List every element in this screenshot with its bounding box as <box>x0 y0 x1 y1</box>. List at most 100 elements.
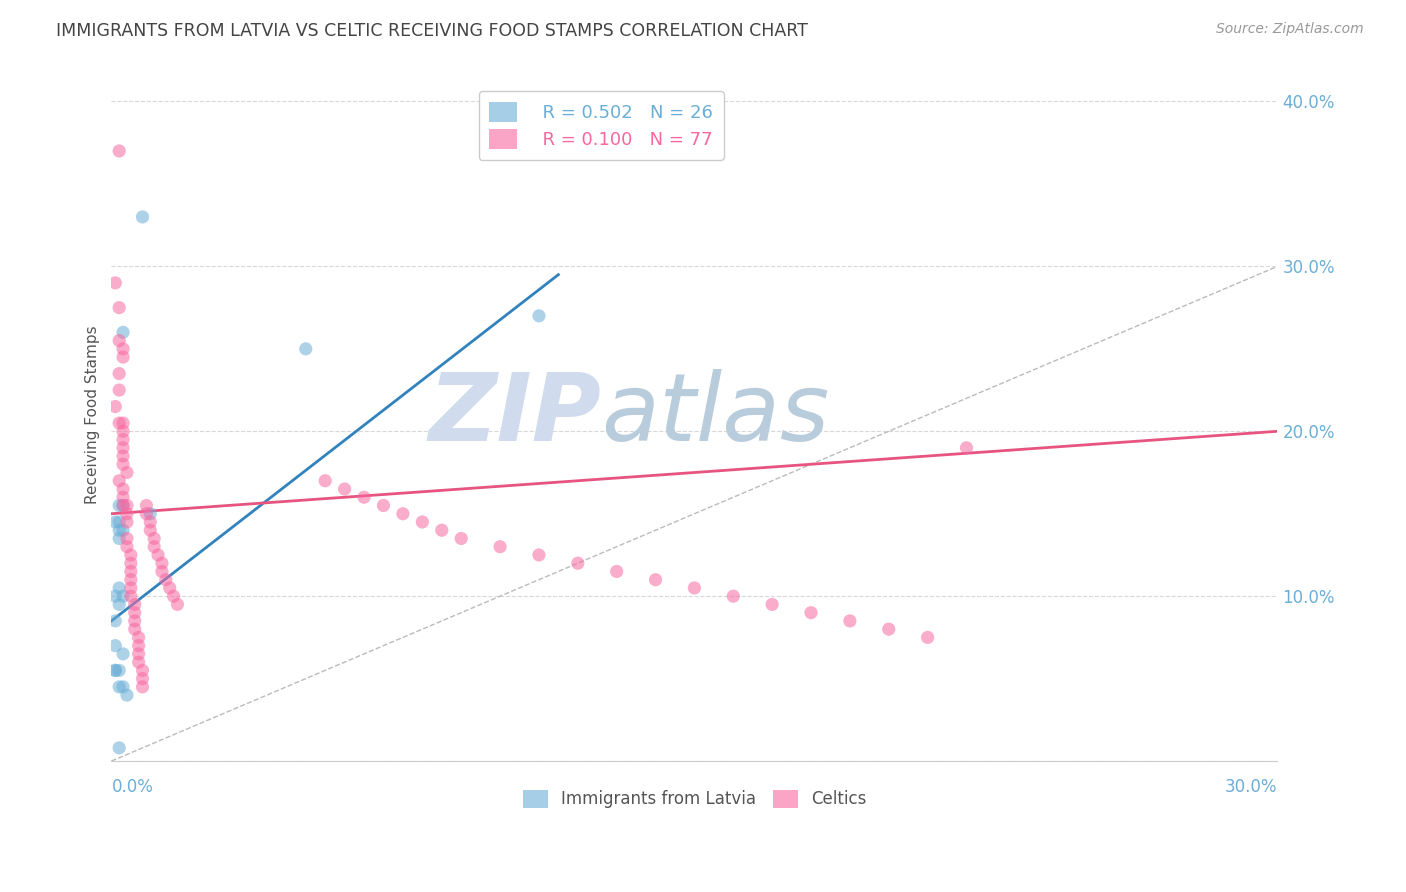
Point <box>128 631 150 645</box>
Point <box>115 688 138 702</box>
Point <box>108 367 131 381</box>
Point <box>683 581 706 595</box>
Point <box>115 507 138 521</box>
Point <box>761 598 783 612</box>
Point <box>917 631 939 645</box>
Legend: Immigrants from Latvia, Celtics: Immigrants from Latvia, Celtics <box>516 783 873 815</box>
Y-axis label: Receiving Food Stamps: Receiving Food Stamps <box>86 326 100 504</box>
Point <box>108 383 131 397</box>
Point <box>606 565 628 579</box>
Point <box>120 548 142 562</box>
Point <box>527 548 550 562</box>
Point <box>124 606 146 620</box>
Point <box>108 416 131 430</box>
Text: 0.0%: 0.0% <box>111 778 153 797</box>
Point <box>112 499 135 513</box>
Point <box>139 515 162 529</box>
Point <box>527 309 550 323</box>
Point <box>108 740 131 755</box>
Point <box>108 523 131 537</box>
Point <box>146 548 169 562</box>
Point <box>450 532 472 546</box>
Point <box>166 598 188 612</box>
Point <box>112 425 135 439</box>
Text: atlas: atlas <box>602 369 830 460</box>
Point <box>112 499 135 513</box>
Point <box>115 532 138 546</box>
Point <box>159 581 181 595</box>
Point <box>135 499 157 513</box>
Point <box>150 556 173 570</box>
Point <box>108 581 131 595</box>
Point <box>108 144 131 158</box>
Point <box>124 614 146 628</box>
Point <box>955 441 977 455</box>
Point <box>723 589 745 603</box>
Point <box>120 589 142 603</box>
Point <box>112 449 135 463</box>
Point <box>314 474 336 488</box>
Point <box>333 482 356 496</box>
Text: IMMIGRANTS FROM LATVIA VS CELTIC RECEIVING FOOD STAMPS CORRELATION CHART: IMMIGRANTS FROM LATVIA VS CELTIC RECEIVI… <box>56 22 808 40</box>
Point <box>644 573 666 587</box>
Point <box>392 507 415 521</box>
Point <box>373 499 395 513</box>
Point <box>115 499 138 513</box>
Point <box>131 210 153 224</box>
Point <box>128 647 150 661</box>
Text: Source: ZipAtlas.com: Source: ZipAtlas.com <box>1216 22 1364 37</box>
Point <box>131 672 153 686</box>
Point <box>108 334 131 348</box>
Point <box>150 565 173 579</box>
Point <box>108 680 131 694</box>
Point <box>128 655 150 669</box>
Point <box>108 474 131 488</box>
Point <box>112 416 135 430</box>
Point <box>112 680 135 694</box>
Point <box>112 326 135 340</box>
Point <box>162 589 184 603</box>
Point <box>108 664 131 678</box>
Point <box>104 664 127 678</box>
Point <box>112 457 135 471</box>
Point <box>112 589 135 603</box>
Point <box>143 532 166 546</box>
Point <box>131 680 153 694</box>
Point <box>838 614 860 628</box>
Point <box>104 515 127 529</box>
Point <box>124 598 146 612</box>
Point <box>294 342 316 356</box>
Point <box>139 523 162 537</box>
Point <box>135 507 157 521</box>
Point <box>115 515 138 529</box>
Point <box>353 490 375 504</box>
Point <box>131 664 153 678</box>
Point <box>108 598 131 612</box>
Point <box>120 565 142 579</box>
Point <box>112 490 135 504</box>
Point <box>112 523 135 537</box>
Point <box>104 400 127 414</box>
Point <box>120 573 142 587</box>
Point <box>104 276 127 290</box>
Point <box>120 581 142 595</box>
Point <box>124 622 146 636</box>
Point <box>104 639 127 653</box>
Point <box>115 466 138 480</box>
Point <box>112 433 135 447</box>
Point <box>108 301 131 315</box>
Point <box>108 499 131 513</box>
Point <box>104 589 127 603</box>
Point <box>115 540 138 554</box>
Point <box>877 622 900 636</box>
Point <box>143 540 166 554</box>
Point <box>155 573 177 587</box>
Point <box>112 350 135 364</box>
Point <box>104 664 127 678</box>
Point <box>139 507 162 521</box>
Point <box>108 515 131 529</box>
Point <box>108 532 131 546</box>
Point <box>567 556 589 570</box>
Text: ZIP: ZIP <box>429 368 602 461</box>
Point <box>112 647 135 661</box>
